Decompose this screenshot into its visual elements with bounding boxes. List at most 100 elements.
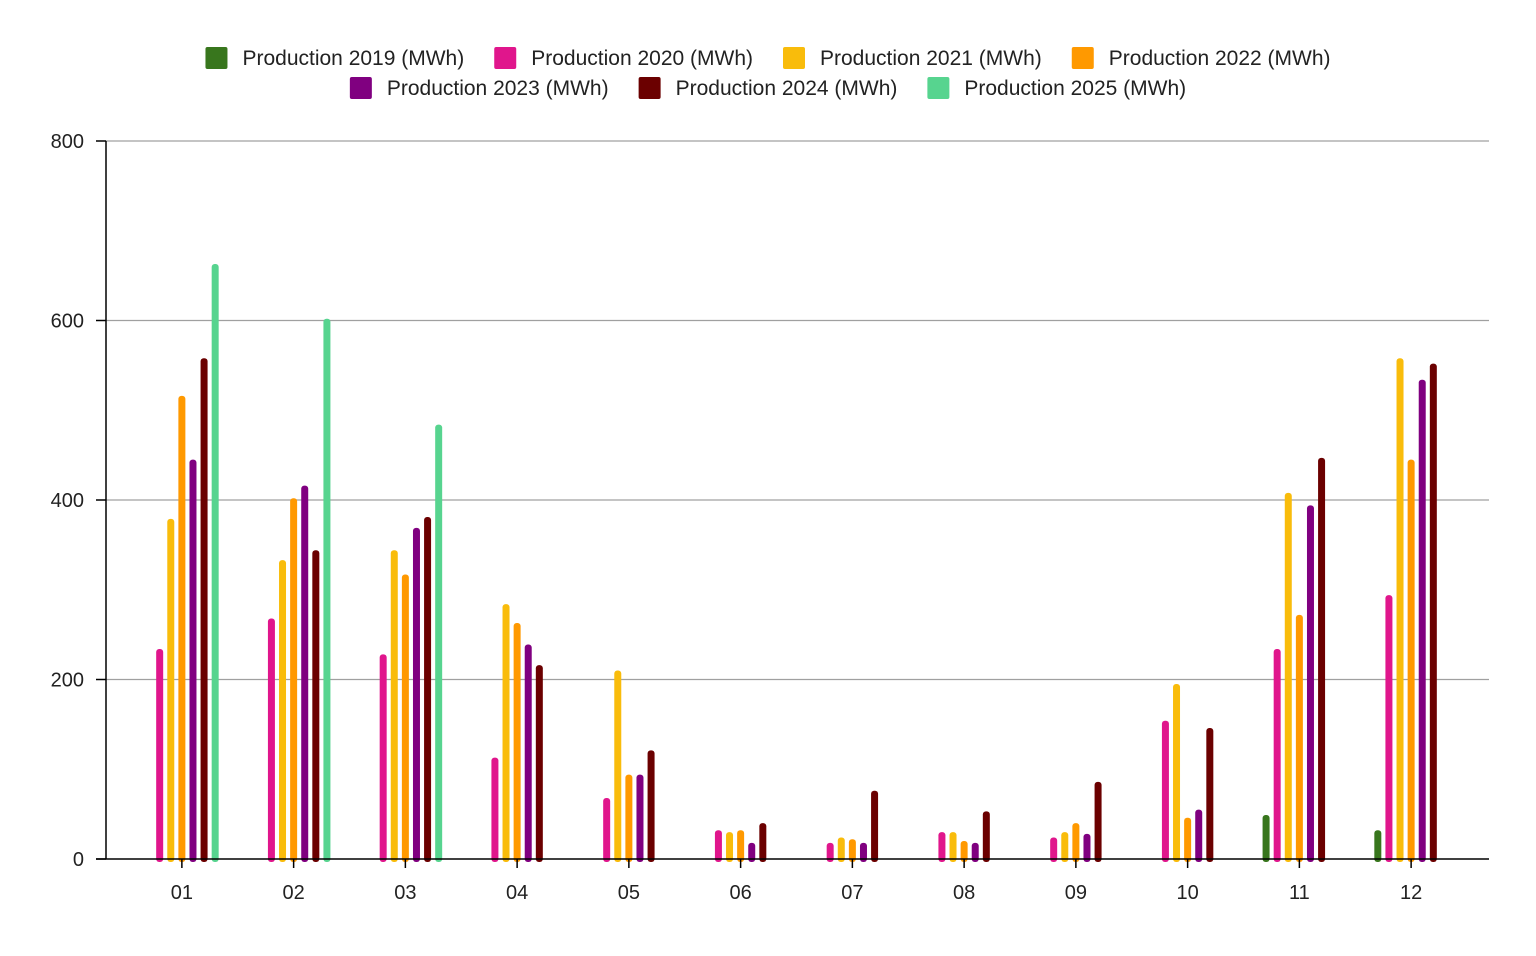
bar-06-s3 [737, 830, 745, 862]
gridlines [106, 140, 1489, 681]
x-tick-label: 08 [953, 882, 975, 904]
y-tick-label: 200 [51, 670, 84, 692]
bar-03-s4 [412, 527, 420, 862]
legend-item: Production 2020 (MWh) [494, 47, 753, 70]
y-tick-label: 600 [51, 311, 84, 333]
bar-10-s5 [1206, 727, 1214, 862]
bar-05-s2 [614, 670, 622, 862]
bar-07-s4 [859, 842, 867, 862]
bar-12-s2 [1396, 358, 1404, 862]
bar-08-s1 [938, 832, 946, 862]
bar-05-s3 [625, 774, 633, 862]
bar-03-s5 [424, 517, 432, 862]
x-tick-label: 12 [1400, 882, 1422, 904]
y-tick-label: 800 [51, 131, 84, 153]
legend-item: Production 2024 (MWh) [638, 77, 898, 100]
legend-item: Production 2019 (MWh) [205, 47, 464, 70]
legend-label: Production 2024 (MWh) [676, 77, 898, 100]
bar-01-s3 [178, 395, 186, 862]
bar-04-s5 [535, 665, 543, 862]
bar-01-s6 [211, 263, 219, 862]
bar-08-s2 [949, 832, 957, 862]
bar-06-s4 [748, 842, 756, 862]
bar-06-s5 [759, 823, 767, 862]
x-tick-label: 10 [1177, 882, 1199, 904]
bar-02-s5 [312, 550, 320, 862]
bar-04-s1 [491, 757, 499, 862]
legend-label: Production 2025 (MWh) [964, 77, 1186, 100]
x-tick-label: 03 [394, 882, 416, 904]
bar-06-s1 [714, 830, 722, 862]
legend-swatch [927, 77, 950, 99]
bar-05-s5 [647, 750, 655, 862]
bar-07-s3 [848, 839, 856, 862]
legend-item: Production 2022 (MWh) [1071, 47, 1331, 70]
legend-label: Production 2020 (MWh) [531, 47, 753, 70]
bar-11-s3 [1295, 614, 1303, 862]
x-tick-label: 07 [841, 882, 863, 904]
bar-11-s0 [1262, 815, 1270, 862]
legend-swatch [349, 77, 372, 99]
bar-10-s4 [1195, 809, 1203, 862]
legend-swatch [494, 47, 517, 69]
y-axis: 0 200 400 600 800 [51, 131, 107, 871]
bar-12-s4 [1418, 379, 1426, 862]
bar-11-s5 [1318, 457, 1326, 862]
bar-05-s1 [603, 797, 611, 862]
bar-02-s3 [290, 498, 298, 862]
bar-09-s4 [1083, 833, 1091, 862]
legend-item: Production 2023 (MWh) [349, 77, 609, 100]
bar-02-s1 [267, 618, 275, 862]
bar-12-s3 [1407, 459, 1415, 862]
bar-01-s5 [200, 358, 208, 862]
legend-label: Production 2022 (MWh) [1109, 47, 1331, 70]
x-tick-label: 05 [618, 882, 640, 904]
x-tick-label: 01 [171, 882, 193, 904]
bar-08-s5 [982, 811, 990, 862]
y-tick-label: 0 [73, 849, 84, 871]
bar-10-s1 [1161, 720, 1169, 862]
bar-03-s3 [401, 574, 409, 862]
bar-11-s1 [1273, 648, 1281, 862]
bar-01-s2 [167, 518, 175, 862]
legend-swatch [783, 47, 805, 69]
x-tick-label: 04 [506, 882, 528, 904]
bar-05-s4 [636, 774, 644, 862]
bar-02-s6 [323, 318, 331, 863]
bar-08-s4 [971, 842, 979, 862]
y-tick-label: 400 [51, 490, 84, 512]
bar-02-s2 [279, 560, 287, 862]
bar-09-s1 [1050, 837, 1058, 862]
bar-12-s0 [1374, 830, 1382, 862]
bar-12-s5 [1429, 363, 1437, 862]
x-axis: 01 02 03 04 05 06 07 08 09 10 11 12 [96, 858, 1489, 904]
bar-09-s2 [1061, 832, 1069, 862]
bar-10-s3 [1184, 817, 1192, 862]
bar-07-s5 [871, 790, 879, 862]
legend-swatch [205, 47, 228, 69]
bar-11-s4 [1306, 505, 1314, 862]
bars [156, 263, 1437, 863]
bar-04-s2 [502, 604, 510, 862]
bar-01-s1 [156, 648, 164, 862]
x-tick-label: 02 [283, 882, 305, 904]
x-tick-label: 11 [1289, 882, 1310, 904]
legend-label: Production 2019 (MWh) [242, 47, 464, 70]
legend: Production 2019 (MWh) Production 2020 (MW… [205, 47, 1331, 100]
bar-07-s2 [837, 837, 845, 862]
legend-label: Production 2023 (MWh) [387, 77, 609, 100]
legend-label: Production 2021 (MWh) [820, 47, 1042, 70]
legend-item: Production 2025 (MWh) [927, 77, 1186, 100]
bar-02-s4 [301, 485, 309, 862]
bar-03-s2 [390, 550, 398, 862]
bar-06-s2 [726, 832, 734, 862]
x-tick-label: 09 [1065, 882, 1087, 904]
bar-10-s2 [1173, 683, 1181, 862]
bar-09-s3 [1072, 823, 1080, 862]
bar-03-s1 [379, 654, 387, 862]
bar-07-s1 [826, 842, 834, 862]
bar-01-s4 [189, 459, 197, 862]
legend-item: Production 2021 (MWh) [783, 47, 1042, 70]
